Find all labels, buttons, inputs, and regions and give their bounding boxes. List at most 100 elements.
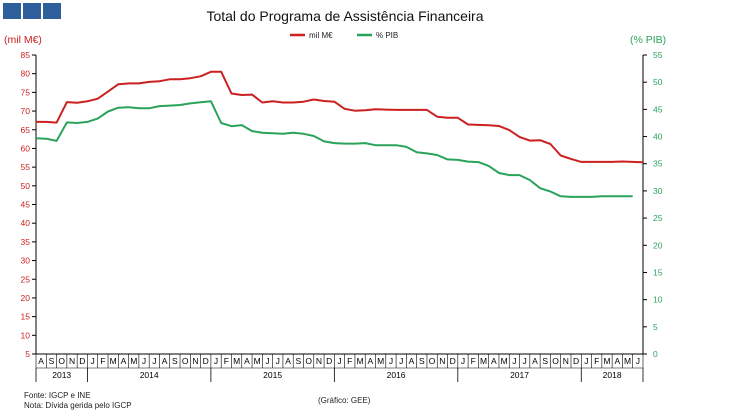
month-label: J xyxy=(276,356,280,366)
month-label: N xyxy=(69,356,75,366)
right-tick-label: 10 xyxy=(653,295,663,305)
year-label: 2016 xyxy=(387,370,406,380)
chart-title: Total do Programa de Assistência Finance… xyxy=(206,8,483,24)
month-label: A xyxy=(368,356,374,366)
month-label: A xyxy=(532,356,538,366)
axes: 5 10 15 20 25 30 35 40 45 50 55 60 65 70 75 80 85 0 5 10 15 2… xyxy=(21,50,663,359)
legend-label-euro: mil M€ xyxy=(309,31,333,40)
month-label: A xyxy=(121,356,127,366)
right-tick-label: 20 xyxy=(653,240,663,250)
month-label: J xyxy=(152,356,156,366)
left-tick-label: 5 xyxy=(25,349,30,359)
month-label: S xyxy=(296,356,302,366)
month-label: J xyxy=(389,356,393,366)
month-label: N xyxy=(563,356,569,366)
month-label: F xyxy=(347,356,352,366)
month-label: M xyxy=(254,356,261,366)
year-label: 2015 xyxy=(263,370,282,380)
footer-source: Fonte: IGCP e INE xyxy=(24,391,91,400)
left-tick-label: 20 xyxy=(21,293,31,303)
month-label: S xyxy=(49,356,55,366)
month-label: J xyxy=(584,356,588,366)
right-tick-label: 35 xyxy=(653,159,663,169)
right-tick-label: 45 xyxy=(653,104,663,114)
month-label: A xyxy=(38,356,44,366)
logo-block-3 xyxy=(43,3,61,19)
footer-note: Nota: Dívida gerida pelo IGCP xyxy=(24,401,132,410)
right-tick-label: 25 xyxy=(653,213,663,223)
month-label: D xyxy=(79,356,85,366)
month-label: M xyxy=(377,356,384,366)
left-tick-label: 60 xyxy=(21,143,31,153)
right-tick-label: 15 xyxy=(653,267,663,277)
left-tick-label: 80 xyxy=(21,69,31,79)
month-label: J xyxy=(214,356,218,366)
month-label: F xyxy=(594,356,599,366)
series-line-gdp xyxy=(35,100,633,198)
month-label: M xyxy=(501,356,508,366)
left-tick-label: 65 xyxy=(21,125,31,135)
year-label: 2014 xyxy=(140,370,159,380)
month-label: J xyxy=(90,356,94,366)
month-label: O xyxy=(552,356,559,366)
footer-credit: (Gráfico: GEE) xyxy=(318,396,371,405)
series-line-euro xyxy=(36,70,644,164)
month-label: O xyxy=(305,356,312,366)
right-tick-label: 0 xyxy=(653,349,658,359)
left-tick-label: 70 xyxy=(21,106,31,116)
month-label: A xyxy=(614,356,620,366)
month-label: O xyxy=(429,356,436,366)
month-label: N xyxy=(316,356,322,366)
left-tick-label: 50 xyxy=(21,181,31,191)
right-tick-label: 30 xyxy=(653,186,663,196)
left-tick-label: 35 xyxy=(21,237,31,247)
month-label: J xyxy=(512,356,516,366)
month-label: S xyxy=(542,356,548,366)
month-label: J xyxy=(461,356,465,366)
month-label: M xyxy=(233,356,240,366)
right-axis-label: (% PIB) xyxy=(630,34,666,46)
month-label: D xyxy=(203,356,209,366)
month-label: M xyxy=(357,356,364,366)
month-label: O xyxy=(182,356,189,366)
series-lines xyxy=(35,70,644,198)
left-tick-label: 85 xyxy=(21,50,31,60)
month-label: S xyxy=(172,356,178,366)
month-label: J xyxy=(636,356,640,366)
left-tick-label: 55 xyxy=(21,162,31,172)
month-label: M xyxy=(130,356,137,366)
month-label: F xyxy=(100,356,105,366)
month-label: D xyxy=(573,356,579,366)
month-label: J xyxy=(337,356,341,366)
month-label: A xyxy=(409,356,415,366)
month-label: F xyxy=(224,356,229,366)
month-label: A xyxy=(162,356,168,366)
logo-block-2 xyxy=(23,3,41,19)
month-label: A xyxy=(285,356,291,366)
month-label: J xyxy=(523,356,527,366)
month-label: J xyxy=(265,356,269,366)
right-tick-label: 40 xyxy=(653,132,663,142)
month-label: D xyxy=(450,356,456,366)
month-label: M xyxy=(480,356,487,366)
month-label: O xyxy=(58,356,65,366)
left-tick-label: 10 xyxy=(21,330,31,340)
month-label: J xyxy=(399,356,403,366)
right-tick-label: 55 xyxy=(653,50,663,60)
month-label: M xyxy=(624,356,631,366)
month-label: N xyxy=(192,356,198,366)
month-label: F xyxy=(471,356,476,366)
left-tick-label: 15 xyxy=(21,312,31,322)
month-label: M xyxy=(603,356,610,366)
legend-label-gdp: % PIB xyxy=(376,31,398,40)
left-tick-label: 40 xyxy=(21,218,31,228)
logo-block-1 xyxy=(3,3,21,19)
left-tick-label: 30 xyxy=(21,256,31,266)
right-tick-label: 50 xyxy=(653,77,663,87)
month-label: N xyxy=(439,356,445,366)
month-label: A xyxy=(491,356,497,366)
left-tick-label: 75 xyxy=(21,87,31,97)
month-label: D xyxy=(326,356,332,366)
